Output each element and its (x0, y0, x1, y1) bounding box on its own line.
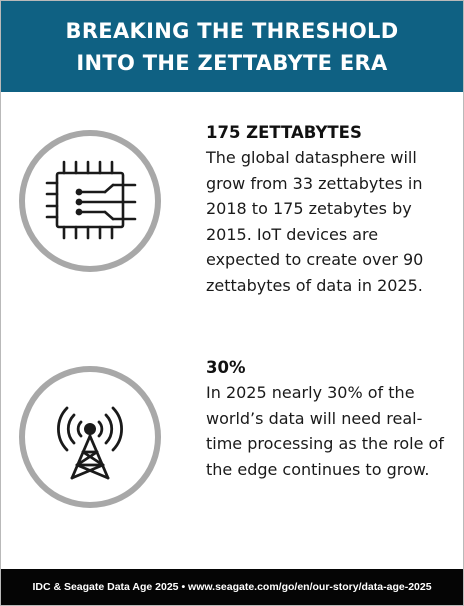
stat-headline: 175 ZETTABYTES (206, 123, 362, 142)
title-line-2: INTO THE ZETTABYTE ERA (76, 50, 388, 75)
stat-text-block: 175 ZETTABYTES The global datasphere wil… (206, 121, 451, 298)
stat-item-realtime: 30% In 2025 nearly 30% of the world’s da… (1, 356, 463, 526)
source-footer: IDC & Seagate Data Age 2025 • www.seagat… (1, 569, 463, 605)
stat-body: The global datasphere will grow from 33 … (206, 148, 424, 295)
stat-body: In 2025 nearly 30% of the world’s data w… (206, 383, 444, 479)
stat-headline: 30% (206, 358, 246, 377)
circuit-chip-icon-graphic (19, 130, 161, 272)
radio-tower-icon-graphic (19, 366, 161, 508)
source-citation: IDC & Seagate Data Age 2025 • www.seagat… (32, 581, 432, 593)
header-banner: BREAKING THE THRESHOLD INTO THE ZETTABYT… (1, 1, 463, 92)
title-line-1: BREAKING THE THRESHOLD (65, 18, 399, 43)
stat-item-zettabytes: 175 ZETTABYTES The global datasphere wil… (1, 121, 463, 321)
circuit-chip-icon (17, 128, 163, 274)
radio-tower-icon (17, 364, 163, 510)
stat-text-block: 30% In 2025 nearly 30% of the world’s da… (206, 356, 451, 482)
